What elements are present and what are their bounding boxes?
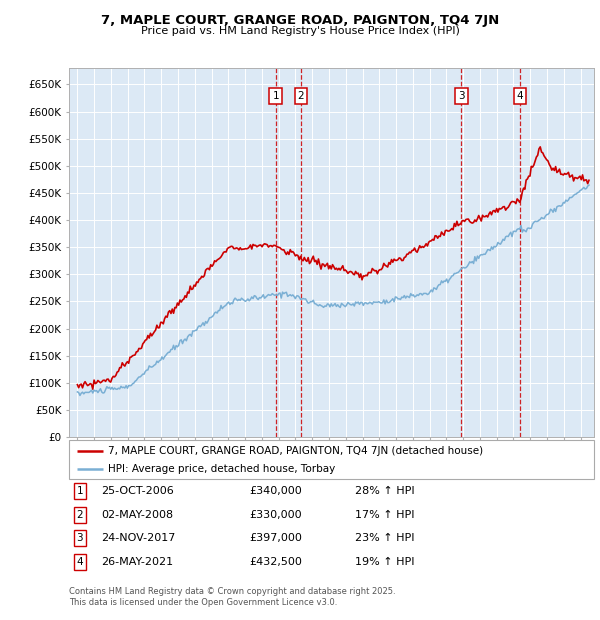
Text: £432,500: £432,500 [249, 557, 302, 567]
Text: This data is licensed under the Open Government Licence v3.0.: This data is licensed under the Open Gov… [69, 598, 337, 607]
Text: 7, MAPLE COURT, GRANGE ROAD, PAIGNTON, TQ4 7JN (detached house): 7, MAPLE COURT, GRANGE ROAD, PAIGNTON, T… [109, 446, 484, 456]
Text: Contains HM Land Registry data © Crown copyright and database right 2025.: Contains HM Land Registry data © Crown c… [69, 587, 395, 596]
Text: 02-MAY-2008: 02-MAY-2008 [101, 510, 173, 520]
Text: £340,000: £340,000 [249, 486, 302, 496]
Text: 3: 3 [458, 91, 465, 102]
Text: 2: 2 [76, 510, 83, 520]
Text: 24-NOV-2017: 24-NOV-2017 [101, 533, 175, 543]
Text: £397,000: £397,000 [249, 533, 302, 543]
FancyBboxPatch shape [69, 440, 594, 479]
Text: 17% ↑ HPI: 17% ↑ HPI [355, 510, 415, 520]
Text: 25-OCT-2006: 25-OCT-2006 [101, 486, 173, 496]
Text: 7, MAPLE COURT, GRANGE ROAD, PAIGNTON, TQ4 7JN: 7, MAPLE COURT, GRANGE ROAD, PAIGNTON, T… [101, 14, 499, 27]
Text: 26-MAY-2021: 26-MAY-2021 [101, 557, 173, 567]
Text: 3: 3 [76, 533, 83, 543]
Text: 23% ↑ HPI: 23% ↑ HPI [355, 533, 415, 543]
Text: 4: 4 [517, 91, 524, 102]
Text: Price paid vs. HM Land Registry's House Price Index (HPI): Price paid vs. HM Land Registry's House … [140, 26, 460, 36]
Text: 4: 4 [76, 557, 83, 567]
Text: 1: 1 [272, 91, 279, 102]
Text: 19% ↑ HPI: 19% ↑ HPI [355, 557, 415, 567]
Text: 1: 1 [76, 486, 83, 496]
Text: £330,000: £330,000 [249, 510, 302, 520]
Text: 28% ↑ HPI: 28% ↑ HPI [355, 486, 415, 496]
Text: HPI: Average price, detached house, Torbay: HPI: Average price, detached house, Torb… [109, 464, 335, 474]
Text: 2: 2 [298, 91, 304, 102]
